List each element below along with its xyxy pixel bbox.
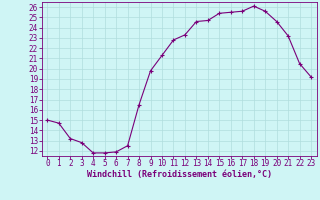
X-axis label: Windchill (Refroidissement éolien,°C): Windchill (Refroidissement éolien,°C) — [87, 170, 272, 179]
